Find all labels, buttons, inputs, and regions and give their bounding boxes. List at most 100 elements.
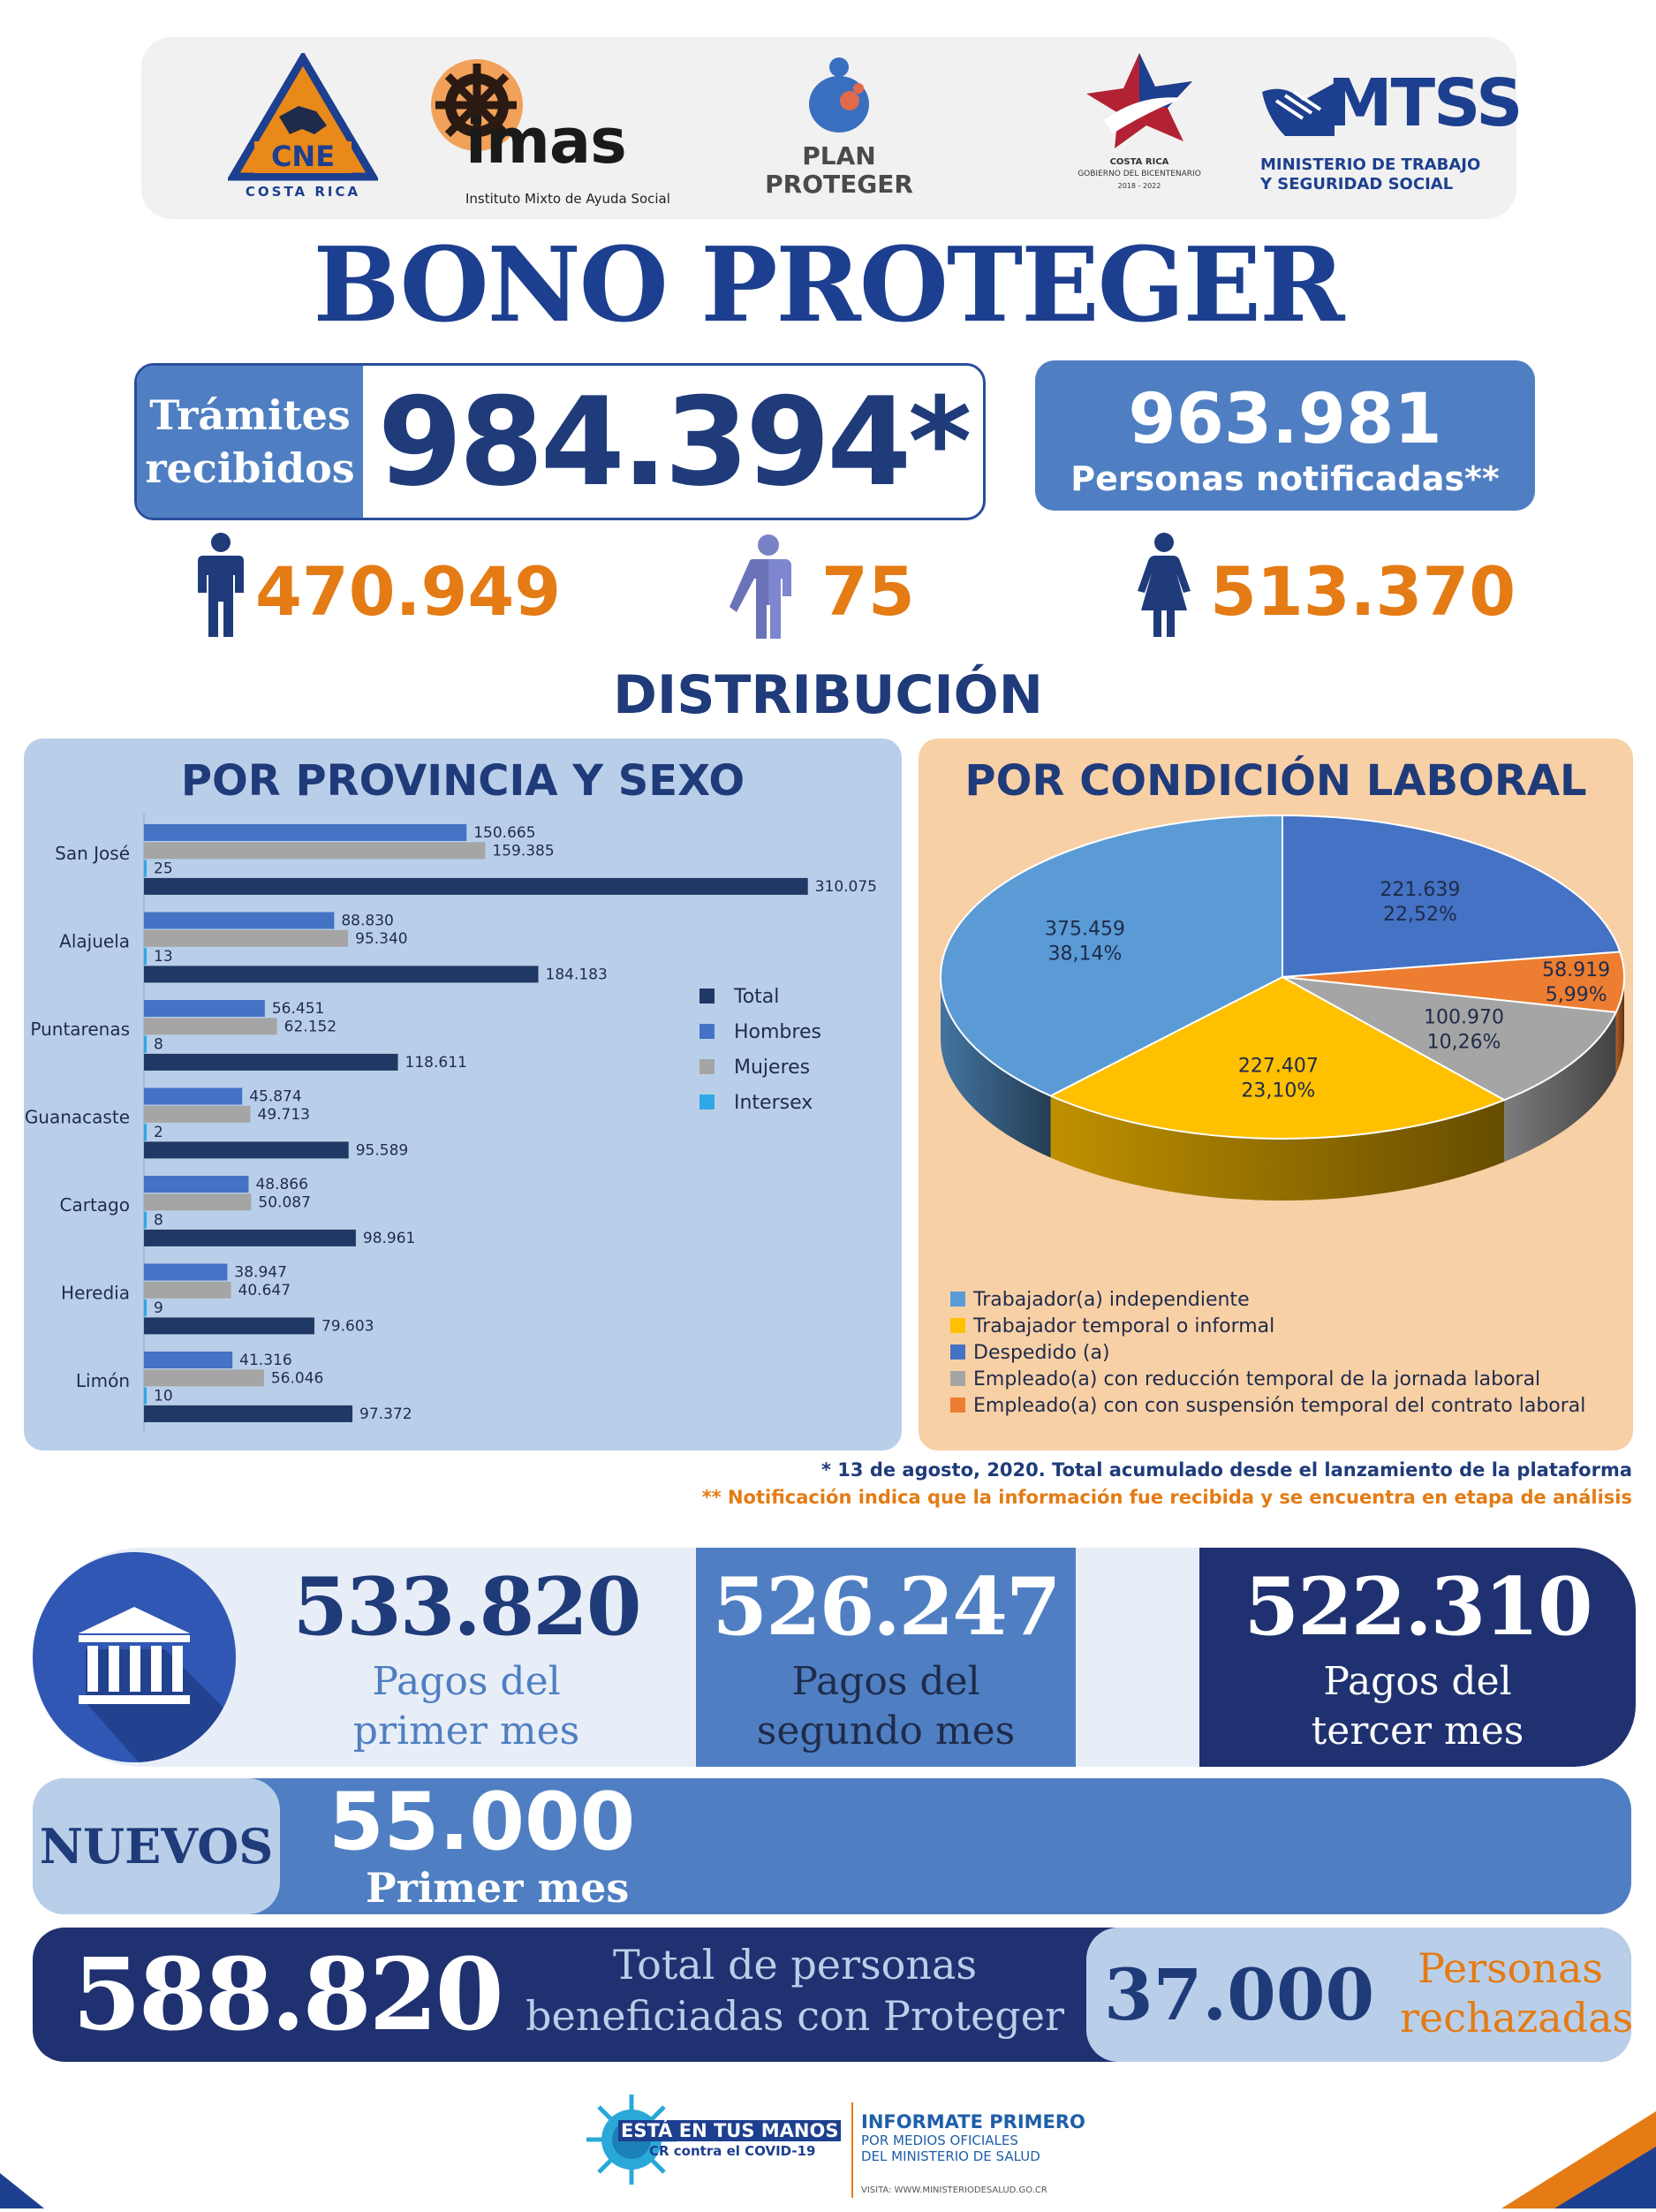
bar-mujeres (144, 1193, 252, 1211)
bar-value-label: 45.874 (249, 1088, 301, 1106)
bar-mujeres (144, 1105, 251, 1123)
bar-hombres (144, 1263, 228, 1281)
payment-second-value: 526.247 (712, 1560, 1061, 1654)
cne-logo-sub: COSTA RICA (245, 184, 361, 200)
pie-legend-swatch (950, 1292, 965, 1307)
rechazadas-value: 37.000 (1104, 1953, 1375, 2036)
distribution-title: DISTRIBUCIÓN (613, 664, 1043, 726)
pie-value-label: 58.919 (1542, 959, 1610, 981)
province-label: San José (55, 843, 130, 864)
campaign-line2: CR contra el COVID-19 (649, 2143, 816, 2159)
legend-swatch-mujeres (699, 1059, 715, 1074)
rechazadas-label-line2: rechazadas (1400, 1994, 1634, 2042)
nuevos-value: 55.000 (329, 1776, 636, 1868)
bar-value-label: 49.713 (258, 1106, 310, 1124)
bar-value-label: 159.385 (492, 842, 554, 860)
pie-legend-swatch (950, 1345, 965, 1360)
bar-mujeres (144, 1281, 231, 1299)
legend-label-mujeres: Mujeres (734, 1057, 810, 1079)
tramites-label-line1: Trámites (149, 391, 351, 439)
rechazadas-label-line1: Personas (1417, 1944, 1604, 1992)
province-label: Alajuela (59, 931, 130, 952)
rechazadas-card (1086, 1928, 1631, 2062)
bar-value-label: 98.961 (363, 1230, 415, 1247)
pie-percent-label: 23,10% (1241, 1079, 1315, 1102)
plan-logo-line1: PLAN (802, 141, 876, 170)
imas-logo-text: imas (465, 105, 627, 178)
bar-intersex (144, 1035, 147, 1053)
payment-second-card: 526.247 Pagos del segundo mes (696, 1548, 1076, 1767)
notificadas-value: 963.981 (1128, 380, 1442, 459)
pie-slice (940, 814, 1283, 1097)
total-beneficiadas-label: Total de personas beneficiadas con Prote… (517, 1939, 1073, 2042)
province-label: Puntarenas (30, 1019, 130, 1040)
bar-value-label: 50.087 (258, 1193, 310, 1211)
pie-slice (1282, 976, 1618, 1102)
bar-total (144, 1141, 349, 1159)
pie-percent-label: 5,99% (1546, 984, 1607, 1006)
province-label: Limón (76, 1370, 130, 1391)
pie-legend-label: Empleado(a) con reducción temporal de la… (973, 1368, 1540, 1390)
gobierno-line1: COSTA RICA (1109, 157, 1169, 167)
pie-slice (1282, 814, 1622, 979)
legend-label-intersex: Intersex (734, 1092, 813, 1114)
cne-logo-text: CNE (270, 140, 336, 173)
notificadas-label: Personas notificadas** (1070, 459, 1500, 498)
payment-third-label-line1: Pagos del (1323, 1659, 1512, 1704)
bar-hombres (144, 824, 467, 841)
bar-value-label: 2 (154, 1124, 163, 1141)
pie-value-label: 375.459 (1045, 919, 1125, 941)
pie-percent-label: 22,52% (1383, 904, 1457, 926)
bar-hombres (144, 1352, 233, 1368)
man-icon (196, 533, 246, 639)
footnote-date: * 13 de agosto, 2020. Total acumulado de… (821, 1459, 1632, 1481)
gobierno-line2: GOBIERNO DEL BICENTENARIO (1078, 170, 1201, 178)
bar-total (144, 1317, 314, 1335)
bar-total (144, 877, 808, 895)
bar-value-label: 9 (154, 1299, 163, 1317)
tramites-value: 984.394* (377, 370, 972, 513)
bar-value-label: 88.830 (341, 913, 393, 930)
tramites-card: Trámites recibidos 984.394* (134, 363, 986, 520)
bar-intersex (144, 1387, 147, 1405)
bar-hombres (144, 912, 335, 929)
woman-icon (1136, 533, 1192, 639)
info-title: INFORMATE PRIMERO (861, 2111, 1085, 2132)
labor-chart-panel: POR CONDICIÓN LABORAL 221.639 22,52% 58.91… (919, 739, 1633, 1451)
gobierno-line3: 2018 - 2022 (1117, 182, 1161, 190)
bar-value-label: 25 (154, 860, 173, 878)
page-title: BONO PROTEGER (313, 225, 1344, 345)
pie-slice-side (1050, 1095, 1505, 1201)
pie-legend-swatch (950, 1398, 965, 1413)
bar-value-label: 38.947 (234, 1264, 286, 1282)
bar-hombres (144, 1000, 265, 1017)
pie-slice-side (1615, 977, 1624, 1074)
mtss-line2: Y SEGURIDAD SOCIAL (1260, 175, 1454, 193)
notificadas-card: 963.981 Personas notificadas** (1035, 360, 1535, 511)
bar-value-label: 95.589 (356, 1141, 408, 1159)
pie-slice-side (941, 977, 1051, 1158)
info-visit: VISITA: WWW.MINISTERIODESALUD.GO.CR (861, 2185, 1047, 2195)
legend-swatch-total (699, 989, 715, 1004)
bar-value-label: 56.451 (272, 1000, 324, 1018)
total-beneficiadas-value: 588.820 (72, 1936, 504, 2053)
bar-value-label: 8 (154, 1036, 163, 1054)
plan-proteger-logo: PLAN PROTEGER (751, 49, 927, 208)
labor-pie-chart: 221.639 22,52% 58.919 5,99% 100.970 10,26% 227… (940, 814, 1625, 1417)
footer-corner-decoration-left (0, 2155, 53, 2208)
tramites-label: Trámites recibidos (137, 366, 363, 518)
bank-icon (33, 1552, 236, 1762)
covid-campaign-logo: ESTÁ EN TUS MANOS CR contra el COVID-19 (578, 2087, 843, 2193)
bar-intersex (144, 948, 147, 966)
bar-value-label: 10 (154, 1388, 173, 1405)
bar-total (144, 966, 539, 983)
footer-corner-decoration (1448, 2102, 1656, 2208)
payment-third-label-line2: tercer mes (1311, 1708, 1524, 1754)
nuevos-sub: Primer mes (366, 1864, 630, 1912)
intersex-count: 75 (821, 552, 915, 631)
pie-value-label: 227.407 (1238, 1055, 1319, 1077)
imas-logo: imas Instituto Mixto de Ayuda Social (428, 57, 684, 207)
labor-chart-title: POR CONDICIÓN LABORAL (964, 756, 1587, 806)
bar-mujeres (144, 1018, 277, 1035)
